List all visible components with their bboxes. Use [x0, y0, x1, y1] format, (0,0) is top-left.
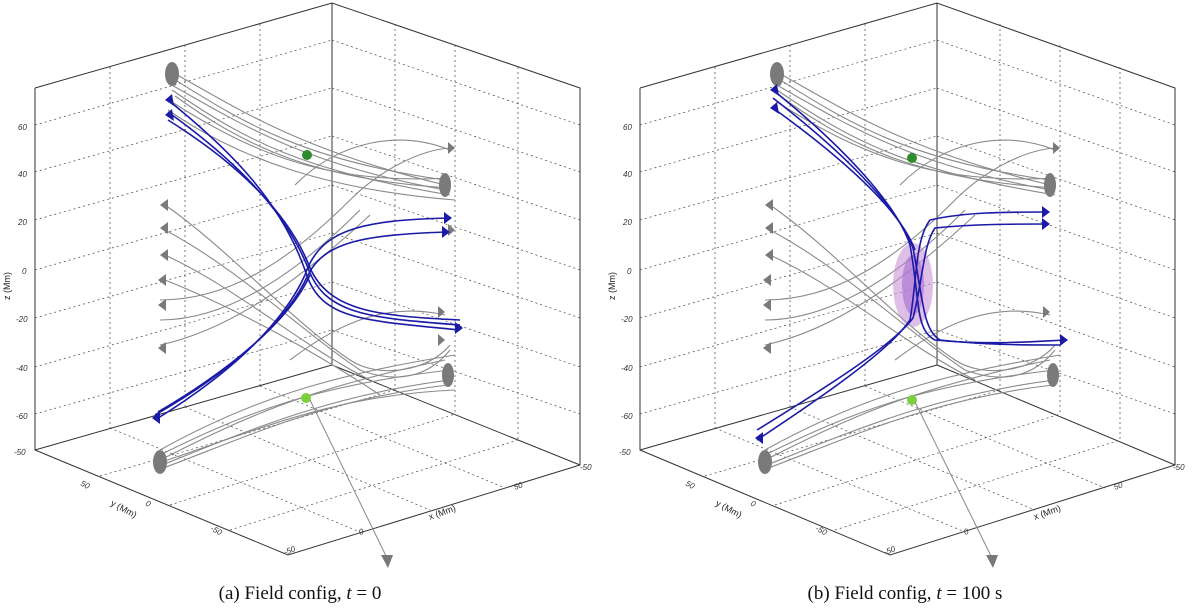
z-tick: -60 [16, 412, 28, 421]
lower-null-point [301, 393, 311, 403]
caption-text: Field config, [834, 583, 932, 604]
x-tick: 0 [358, 527, 366, 537]
x-tick: 0 [963, 527, 971, 537]
spine-arrowhead [381, 555, 393, 568]
x-tick: 50 [513, 480, 525, 492]
highlighted-field-lines [756, 89, 1066, 441]
grey-arrowheads [758, 62, 1060, 474]
x-axis-label: x (Mm) [427, 503, 457, 522]
y-tick: 50 [79, 479, 92, 491]
z-axis-label: z (Mm) [2, 272, 12, 300]
corner-tick: -50 [580, 463, 592, 472]
lower-null-point [907, 395, 917, 405]
y-tick: 0 [144, 499, 153, 509]
panel-a: 60 40 20 0 -20 -40 -60 -50 -50 z (Mm) 50… [0, 2, 600, 605]
caption-a: (a) Field config, t = 0 [0, 583, 600, 605]
z-axis-ticks: 60 40 20 0 -20 -40 -60 -50 -50 [619, 123, 1185, 472]
spine-arrowhead [986, 555, 998, 568]
y-axis-ticks: 50 0 -50 y (Mm) [79, 479, 224, 538]
caption-text: Field config, [244, 583, 342, 604]
grid-lines [639, 24, 1176, 533]
z-tick: 20 [622, 218, 632, 227]
spine-line [914, 401, 994, 561]
y-axis-label: y (Mm) [714, 498, 743, 520]
grid-lines [34, 24, 581, 533]
caption-time-var: t [346, 583, 352, 604]
z-tick: -20 [16, 315, 28, 324]
caption-label: (a) [218, 583, 240, 604]
grey-field-lines [157, 71, 456, 471]
x-tick: -50 [883, 544, 897, 557]
z-tick: 0 [627, 267, 632, 276]
caption-b: (b) Field config, t = 100 s [605, 583, 1200, 605]
y-axis-ticks: 50 0 -50 y (Mm) [684, 479, 829, 538]
caption-label: (b) [807, 583, 830, 604]
x-tick: 50 [1113, 480, 1125, 492]
highlighted-field-lines [154, 99, 461, 421]
corner-tick: -50 [14, 448, 26, 457]
caption-time-value: = 0 [356, 583, 382, 604]
highlight-arrowheads [152, 94, 463, 424]
grey-arrowheads [153, 62, 455, 474]
z-tick: -40 [16, 364, 28, 373]
grey-field-lines [762, 71, 1061, 471]
z-tick: -40 [621, 364, 633, 373]
upper-null-point [302, 150, 312, 160]
z-axis-ticks: 60 40 20 0 -20 -40 -60 -50 -50 [14, 123, 592, 472]
y-axis-label: y (Mm) [109, 498, 138, 520]
corner-tick: -50 [1173, 463, 1185, 472]
z-tick: 40 [18, 170, 27, 179]
panel-b: 60 40 20 0 -20 -40 -60 -50 -50 z (Mm) 50… [605, 0, 1200, 609]
z-tick: 60 [623, 123, 632, 132]
spine-line [309, 399, 389, 561]
corner-tick: -50 [619, 448, 631, 457]
z-tick: 20 [17, 218, 27, 227]
highlight-arrowheads [755, 84, 1068, 444]
figure-a-plot: 60 40 20 0 -20 -40 -60 -50 -50 z (Mm) 50… [2, 2, 592, 568]
z-tick: 0 [22, 267, 27, 276]
z-tick: 60 [18, 123, 27, 132]
z-tick: -20 [621, 315, 633, 324]
figure-b-plot: 60 40 20 0 -20 -40 -60 -50 -50 z (Mm) 50… [607, 2, 1185, 568]
z-tick: -60 [621, 412, 633, 421]
caption-time-var: t [936, 583, 942, 604]
z-tick: 40 [623, 170, 632, 179]
y-tick: 50 [684, 479, 697, 491]
current-sheet [893, 243, 933, 327]
caption-time-value: = 100 s [946, 583, 1003, 604]
x-tick: -50 [283, 544, 297, 557]
y-tick: 0 [749, 499, 758, 509]
upper-null-point [907, 153, 917, 163]
z-axis-label: z (Mm) [607, 272, 617, 300]
y-tick: -50 [209, 524, 224, 538]
y-tick: -50 [814, 524, 829, 538]
